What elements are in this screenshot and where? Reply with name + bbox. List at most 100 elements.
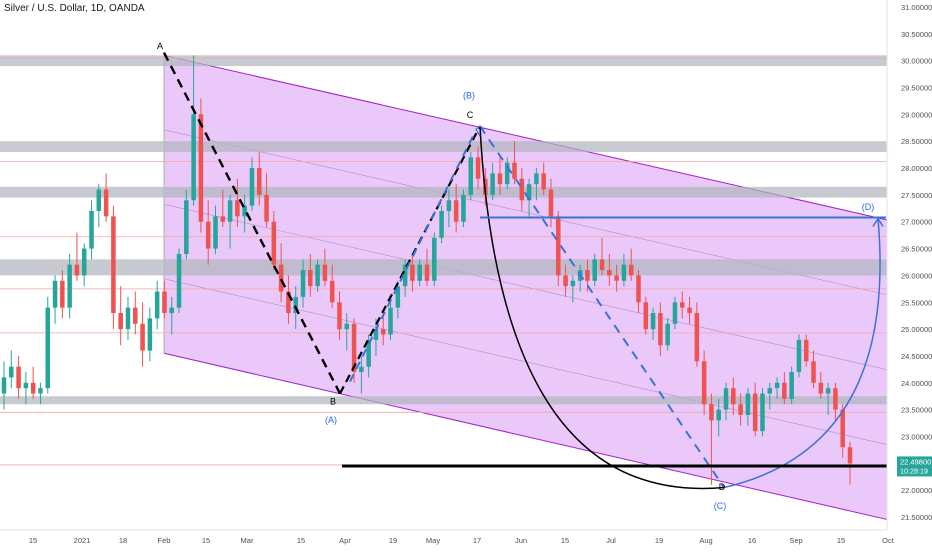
price-tick-label: 29.50000 bbox=[901, 84, 932, 93]
candle-body bbox=[235, 200, 240, 217]
candle-body bbox=[716, 409, 721, 421]
candle-body bbox=[679, 302, 685, 308]
candle-body bbox=[344, 323, 350, 330]
c-arrow-head bbox=[475, 125, 485, 137]
candle-body bbox=[227, 200, 233, 222]
candle-body bbox=[271, 221, 277, 265]
candle-body bbox=[410, 264, 415, 281]
chart-title: Silver / U.S. Dollar, 1D, OANDA bbox=[4, 3, 145, 14]
projection-arrow-head bbox=[872, 217, 884, 227]
candle-body bbox=[504, 162, 510, 185]
price-tick-label: 30.50000 bbox=[901, 30, 932, 39]
wave-label: (D) bbox=[862, 202, 875, 212]
candle-body bbox=[825, 388, 831, 394]
time-tick-label: 17 bbox=[473, 536, 481, 545]
candle-body bbox=[570, 280, 576, 287]
candle-body bbox=[599, 259, 605, 271]
candle-body bbox=[701, 361, 707, 405]
candle-body bbox=[687, 307, 692, 313]
candle-body bbox=[213, 216, 218, 249]
candle-body bbox=[162, 291, 167, 313]
candle-body bbox=[563, 275, 568, 287]
candle-body bbox=[774, 382, 780, 389]
candle-body bbox=[67, 264, 72, 308]
price-tick-label: 28.50000 bbox=[901, 137, 932, 146]
candle-body bbox=[556, 216, 561, 276]
candle-body bbox=[388, 307, 393, 335]
candle-body bbox=[672, 302, 678, 324]
price-tick-label: 26.50000 bbox=[901, 245, 932, 254]
candle-body bbox=[9, 366, 14, 378]
candle-body bbox=[140, 323, 145, 351]
price-tick-label: 30.00000 bbox=[901, 57, 932, 66]
candle-body bbox=[322, 264, 328, 281]
candle-body bbox=[169, 307, 175, 313]
candle-body bbox=[133, 307, 138, 324]
countdown-label: 10:28:19 bbox=[900, 466, 928, 475]
candle-body bbox=[534, 173, 539, 185]
candle-body bbox=[833, 388, 838, 410]
candle-body bbox=[184, 200, 189, 254]
candle-body bbox=[256, 168, 262, 195]
candle-body bbox=[103, 189, 109, 217]
candle-body bbox=[767, 388, 773, 394]
arc-c-d bbox=[479, 126, 725, 490]
price-tick-label: 23.00000 bbox=[901, 432, 932, 441]
price-axis[interactable]: 31.00000 30.50000 30.00000 29.50000 29.00000… bbox=[886, 0, 932, 550]
candle-body bbox=[468, 157, 474, 195]
candle-body bbox=[439, 211, 444, 238]
candle-body bbox=[417, 264, 422, 281]
wave-label: B bbox=[330, 396, 336, 406]
price-tick-label: 31.00000 bbox=[901, 3, 932, 12]
wave-labels: A B (A) (B) C D (C) (D) bbox=[157, 41, 874, 511]
candle-body bbox=[796, 339, 802, 373]
price-tick-label: 25.50000 bbox=[901, 298, 932, 307]
candle-body bbox=[402, 264, 408, 287]
wave-label: (B) bbox=[463, 90, 475, 100]
time-tick-label: Apr bbox=[339, 536, 351, 545]
price-tick-label: 25.00000 bbox=[901, 325, 932, 334]
candle-body bbox=[621, 264, 627, 281]
candle-body bbox=[512, 162, 517, 179]
candle-body bbox=[760, 393, 765, 432]
price-tick-label: 24.00000 bbox=[901, 379, 932, 388]
candle-body bbox=[359, 366, 364, 373]
price-tick-label: 27.00000 bbox=[901, 218, 932, 227]
price-tick-label: 28.00000 bbox=[901, 164, 932, 173]
candle-body bbox=[154, 291, 160, 319]
candle-body bbox=[242, 205, 247, 217]
candle-body bbox=[658, 313, 663, 346]
candle-body bbox=[278, 264, 284, 292]
time-tick-label: 19 bbox=[389, 536, 397, 545]
time-tick-label: Aug bbox=[699, 536, 712, 545]
candle-body bbox=[424, 264, 430, 281]
candle-body bbox=[118, 313, 123, 330]
candle-body bbox=[111, 216, 116, 313]
candle-body bbox=[198, 114, 204, 222]
price-tick-label: 21.50000 bbox=[901, 513, 932, 522]
candle-body bbox=[45, 307, 51, 389]
candle-body bbox=[366, 339, 371, 367]
time-axis[interactable]: 15 2021 18 Feb 15 Mar 15 Apr 19 May 17 Jun 15 Jul 19 Au… bbox=[0, 529, 932, 550]
time-tick-label: 15 bbox=[202, 536, 210, 545]
time-tick-label: Oct bbox=[882, 536, 895, 545]
zone-1 bbox=[0, 141, 887, 152]
candle-body bbox=[329, 280, 335, 303]
candle-body bbox=[541, 173, 546, 190]
zone-4 bbox=[0, 396, 887, 405]
time-tick-label: 16 bbox=[748, 536, 756, 545]
candle-body bbox=[293, 296, 298, 313]
candlestick-series bbox=[1, 55, 853, 485]
candle-body bbox=[789, 372, 794, 399]
candle-body bbox=[548, 189, 554, 217]
candle-body bbox=[249, 168, 255, 206]
candle-body bbox=[818, 382, 824, 394]
time-tick-label: 18 bbox=[119, 536, 127, 545]
candle-body bbox=[475, 157, 481, 179]
time-tick-label: 15 bbox=[29, 536, 37, 545]
candle-body bbox=[453, 200, 459, 222]
candle-body bbox=[519, 178, 525, 201]
time-tick-label: 15 bbox=[297, 536, 305, 545]
